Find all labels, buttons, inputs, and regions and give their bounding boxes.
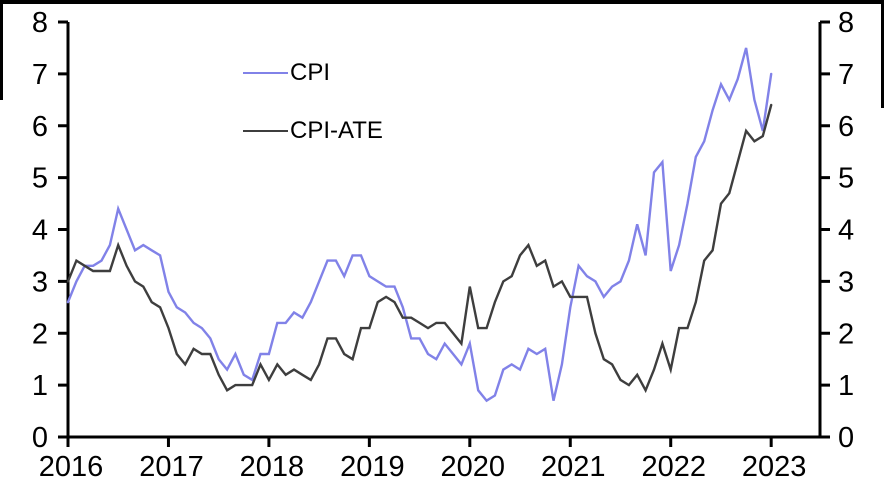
x-tick-label: 2021 [541, 451, 606, 483]
legend-entry-cpi-ate: CPI-ATE [243, 118, 383, 144]
cpi-line-swatch [243, 72, 288, 74]
cpi-line [66, 47, 773, 403]
cpi-legend-label: CPI [290, 59, 331, 86]
x-tick-label: 2016 [39, 451, 104, 483]
y-tick-label-left: 5 [32, 163, 48, 195]
cpi-ate-legend-label: CPI-ATE [290, 117, 383, 144]
y-tick-label-left: 7 [32, 59, 48, 91]
x-tick-label: 2017 [139, 451, 204, 483]
y-tick-label-left: 6 [32, 111, 48, 143]
frame-right-border [881, 0, 884, 108]
y-tick-label-left: 4 [32, 215, 48, 247]
axis-tick-labels: 0 0 1 1 2 2 3 3 4 4 5 5 6 6 7 7 8 8 2016 2017 2018 2019 2020 20… [32, 7, 854, 483]
y-tick-label-left: 3 [32, 266, 48, 298]
y-tick-label-right: 1 [838, 370, 854, 402]
cpi-ate-line [66, 103, 773, 394]
y-tick-label-right: 7 [838, 59, 854, 91]
y-tick-label-left: 0 [32, 422, 48, 454]
y-tick-label-left: 2 [32, 318, 48, 350]
cpi-ate-line-swatch [243, 130, 288, 132]
x-tick-label: 2020 [441, 451, 506, 483]
y-tick-label-right: 2 [838, 318, 854, 350]
frame-left-border [0, 0, 3, 100]
y-tick-label-right: 3 [838, 266, 854, 298]
y-tick-label-left: 8 [32, 7, 48, 39]
y-tick-label-left: 1 [32, 370, 48, 402]
x-tick-label: 2023 [742, 451, 807, 483]
x-tick-label: 2019 [340, 451, 405, 483]
legend-entry-cpi: CPI [243, 60, 330, 86]
y-tick-label-right: 8 [838, 7, 854, 39]
y-tick-label-right: 6 [838, 111, 854, 143]
y-tick-label-right: 4 [838, 215, 854, 247]
x-tick-label: 2018 [240, 451, 305, 483]
x-tick-label: 2022 [641, 451, 706, 483]
y-tick-label-right: 0 [838, 422, 854, 454]
axes [58, 20, 830, 447]
y-tick-label-right: 5 [838, 163, 854, 195]
frame-top-border [0, 0, 884, 4]
